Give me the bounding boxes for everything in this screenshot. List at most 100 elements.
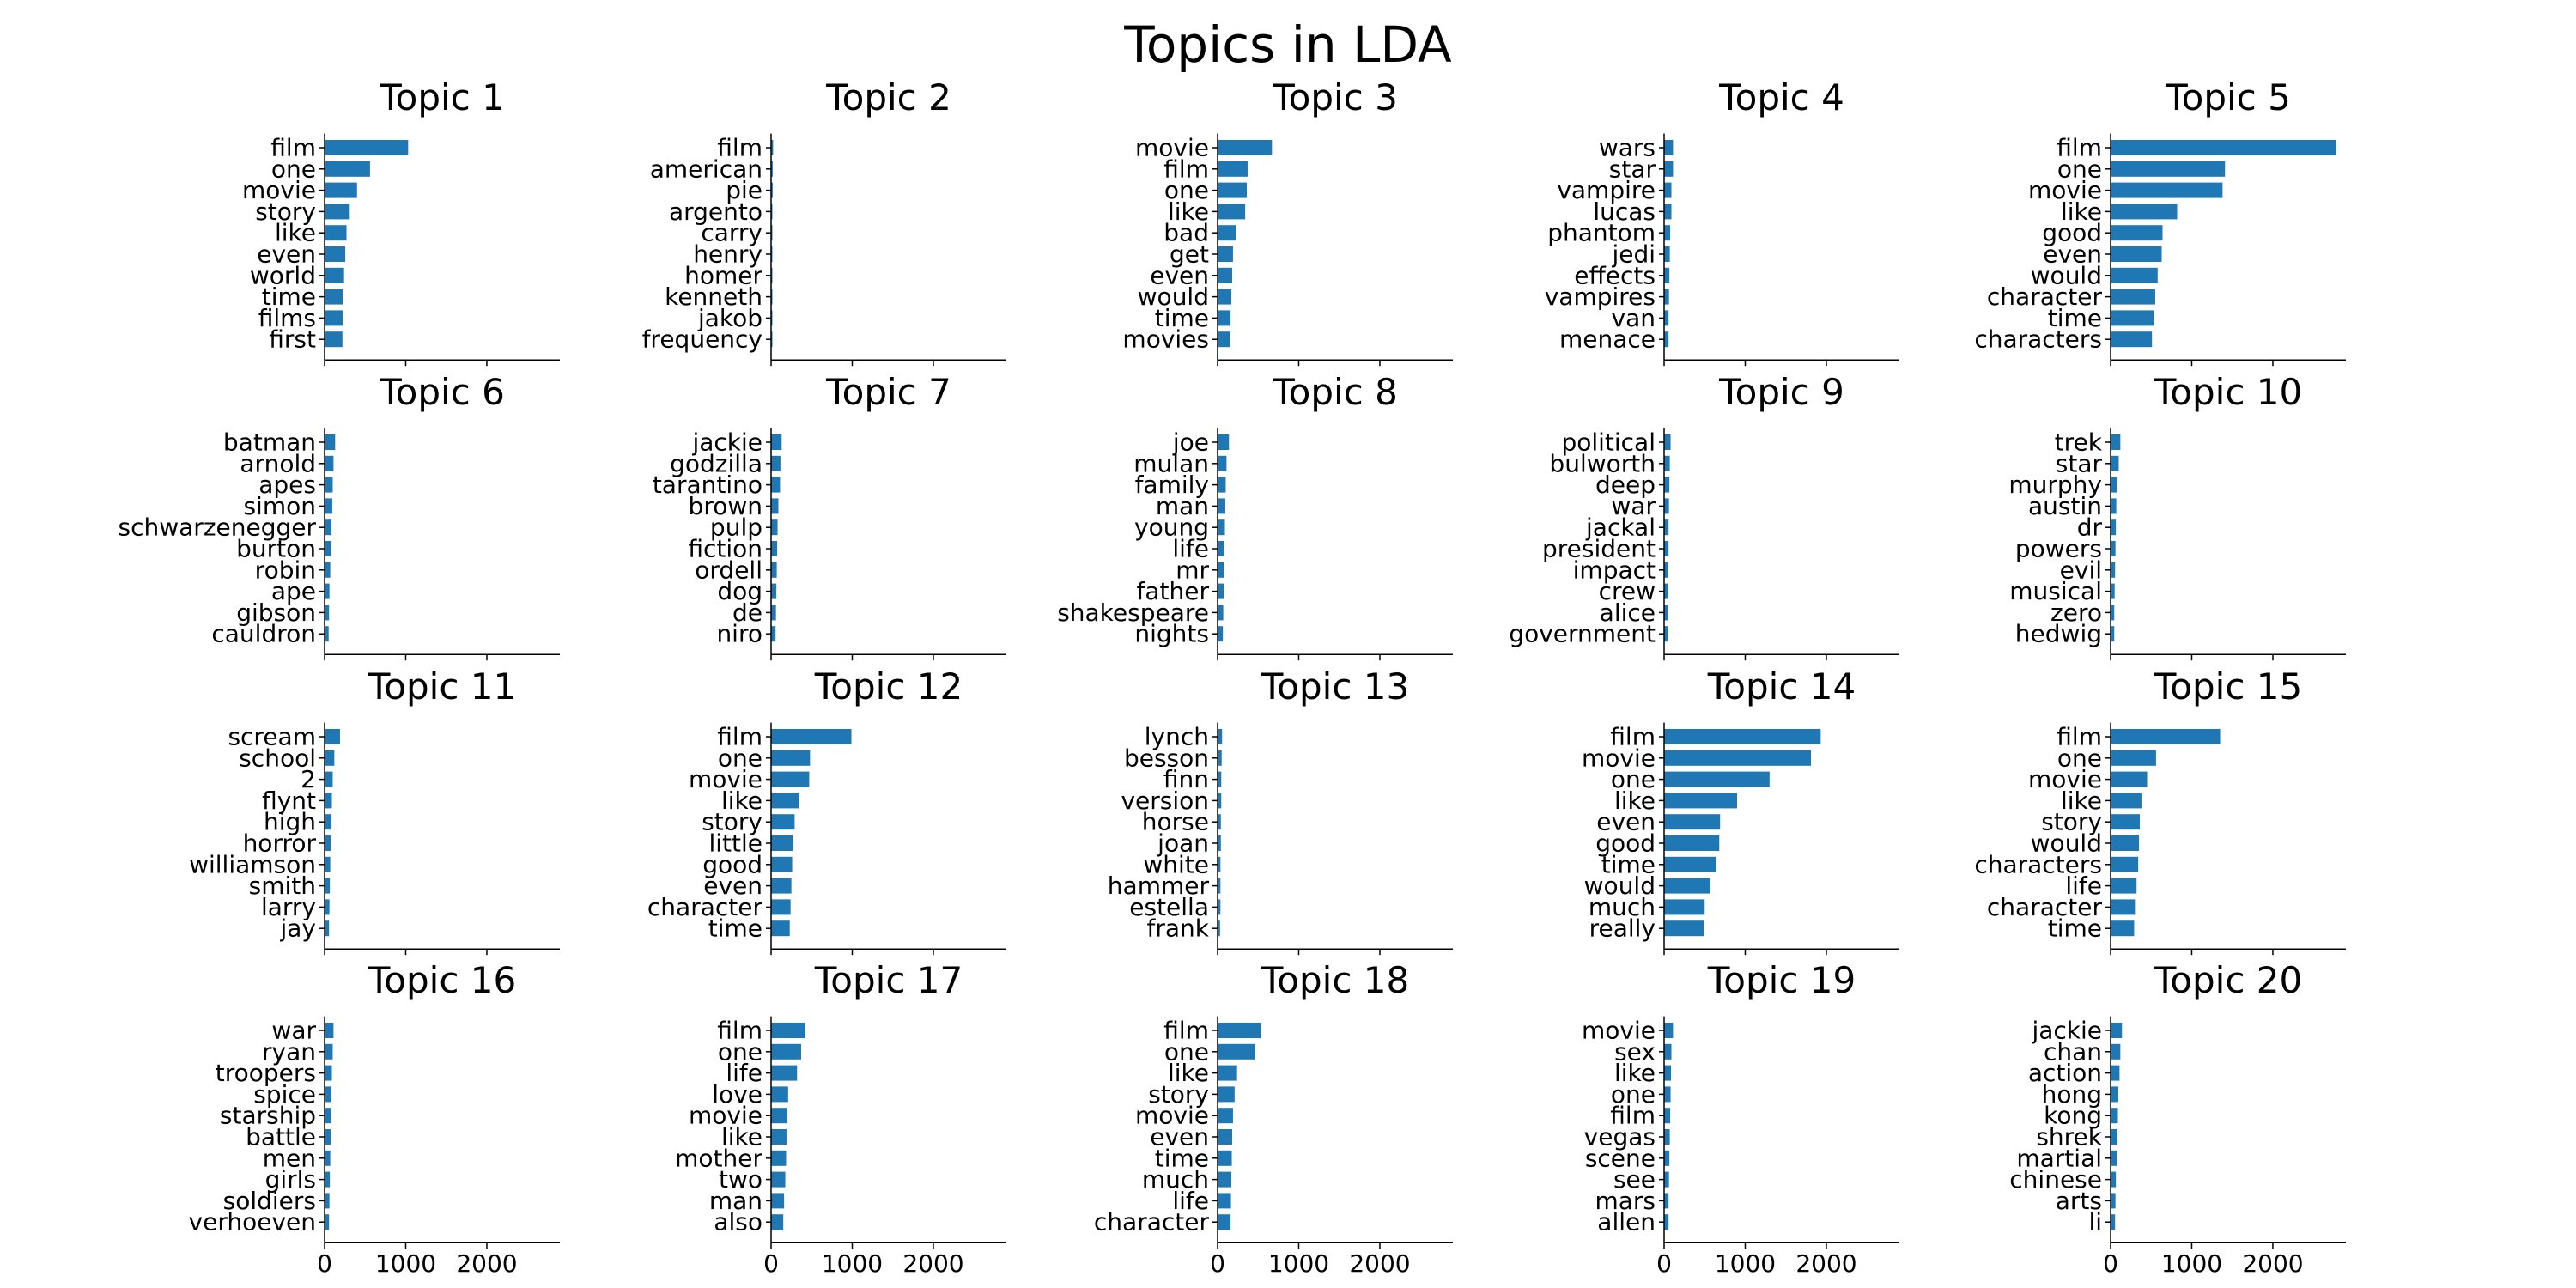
category-label: apes [258,471,316,499]
bar [771,1108,787,1124]
category-label: nights [1134,620,1209,648]
category-label: like [2061,787,2102,815]
category-label: time [2048,304,2102,332]
category-label: kenneth [665,283,762,311]
bar [771,182,773,198]
category-label: verhoeven [189,1208,316,1236]
bar [771,1171,786,1188]
bar [2111,182,2223,198]
bar [771,878,792,894]
category-label: war [271,1017,316,1045]
category-label: movie [689,765,762,793]
category-label: time [1601,850,1656,878]
bar [325,1171,331,1188]
bar [1218,1193,1231,1209]
bar [325,246,346,262]
topic-panel-4: Topic 4 warsstarvampirelucasphantomjedief… [1545,76,1899,367]
bar [1664,1108,1671,1124]
bar [2111,750,2156,766]
bar [771,1193,785,1209]
bar [1218,583,1224,599]
category-label: henry [693,240,762,269]
category-label: see [1613,1165,1656,1194]
bar [325,1214,330,1230]
panel-title: Topic 20 [2154,959,2302,1001]
x-tick-label: 2000 [902,1249,963,1278]
category-label: character [1987,283,2103,311]
category-label: one [718,1037,762,1066]
bar [1218,1065,1237,1081]
category-label: life [1172,535,1209,563]
category-label: one [1611,1080,1656,1109]
bar [2111,140,2336,155]
category-label: phantom [1547,219,1656,247]
bar [1664,1065,1672,1081]
panel-title: Topic 19 [1707,959,1856,1001]
bar [325,771,333,787]
topic-panel-6: Topic 6 batmanarnoldapessimonschwarzenegg… [118,371,560,661]
category-label: time [2048,914,2102,943]
x-tick-label: 0 [763,1249,779,1278]
bar [1218,434,1230,450]
category-label: star [2056,449,2103,477]
bar [325,583,330,599]
category-label: brown [689,492,762,520]
topic-panel-15: Topic 15filmonemovielikestorywouldcharac… [1974,665,2346,956]
bar [1664,182,1672,198]
bar [1664,750,1812,766]
category-label: life [2065,872,2102,900]
category-label: ryan [262,1037,316,1066]
category-label: high [264,808,316,836]
bar [2111,1023,2123,1038]
category-label: deep [1595,471,1656,499]
bar [771,541,778,556]
bar [1664,331,1669,348]
category-label: scream [228,723,316,751]
bar [1664,920,1704,937]
bar [2111,920,2135,937]
panel-title: Topic 14 [1707,665,1856,708]
topic-panel-19: Topic 19 moviesexlikeonefilmvegasscenesee… [1582,959,1899,1278]
bar [325,1043,333,1060]
bar [1218,267,1233,283]
bar [1218,1150,1232,1166]
category-label: one [1611,765,1656,793]
bar [325,455,334,471]
category-label: soldiers [223,1187,316,1215]
bar [771,856,793,872]
bar [2111,225,2163,241]
bar [2111,626,2115,642]
bar [1218,519,1225,536]
category-label: man [1156,492,1209,520]
bar [1664,289,1669,305]
category-label: williamson [189,850,316,878]
bar [2111,814,2141,830]
category-label: jackie [2031,1017,2102,1045]
bar [325,920,330,937]
bar [1664,246,1670,262]
topic-panel-16: Topic 16 warryantroopersspicestarshipbatt… [189,959,560,1278]
topic-panel-20: Topic 20 jackiechanactionhongkongshrekmar… [2009,959,2346,1278]
category-label: carry [701,219,762,247]
x-tick-label: 0 [317,1249,332,1278]
x-tick-label: 1000 [1715,1249,1776,1278]
topic-panel-17: Topic 17 filmonelifelovemovielikemothertw… [675,959,1006,1278]
bar [1664,899,1705,915]
category-label: ape [271,577,316,605]
category-label: time [1155,1144,1209,1172]
panel-title: Topic 5 [2165,76,2291,118]
category-label: mr [1176,556,1209,584]
bar [2111,729,2221,744]
bar [1664,771,1770,787]
bar [325,856,331,872]
bar [1218,1023,1261,1038]
bar [325,1129,331,1145]
bar [771,729,852,744]
bar [1664,519,1669,536]
bar [2111,434,2121,450]
category-label: vampire [1557,176,1656,204]
x-tick-label: 1000 [1268,1249,1329,1278]
bar [1218,498,1225,514]
category-label: much [1589,893,1656,921]
